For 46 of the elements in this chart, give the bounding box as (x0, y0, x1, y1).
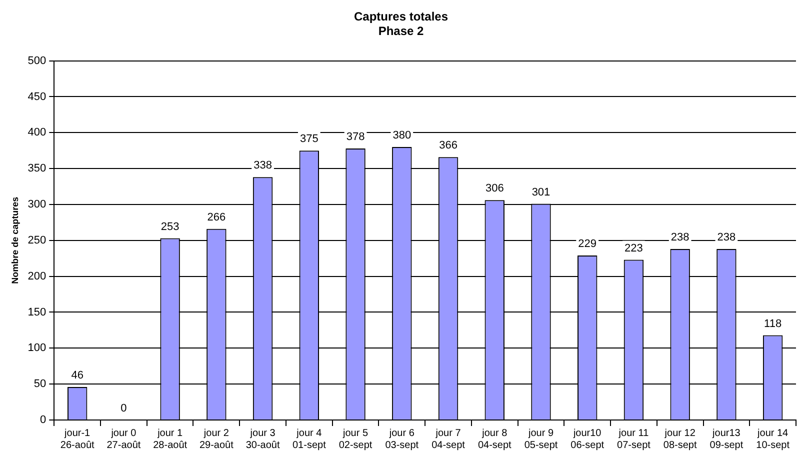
x-tick-label: jour 0 27-août (106, 428, 141, 451)
y-tick-label: 150 (28, 306, 46, 318)
data-label: 223 (624, 242, 643, 254)
data-label: 238 (670, 232, 690, 244)
x-tick-label: jour13 09-sept (710, 428, 744, 451)
chart-title: Captures totales (354, 10, 448, 24)
data-label: 238 (717, 232, 736, 244)
chart-subtitle: Phase 2 (378, 24, 424, 38)
y-tick-label: 250 (28, 234, 46, 246)
y-tick-label: 50 (34, 378, 46, 390)
y-tick-label: 500 (28, 54, 46, 67)
x-tick-label: jour-1 26-août (60, 428, 95, 451)
data-label: 378 (346, 130, 365, 143)
y-axis-title: Nombre de captures (10, 196, 20, 284)
y-tick-label: 0 (40, 414, 46, 426)
x-tick-label: jour 2 29-août (199, 428, 234, 451)
y-tick-label: 300 (28, 198, 46, 211)
y-tick-label: 200 (28, 270, 46, 282)
data-label: 338 (254, 160, 272, 172)
y-tick-label: 100 (28, 342, 46, 354)
x-tick-label: jour 9 05-sept (524, 428, 558, 451)
x-tick-label: jour 3 30-août (246, 428, 280, 451)
data-label: 229 (578, 238, 597, 250)
y-tick-label: 450 (28, 90, 46, 103)
x-tick-label: jour 5 02-sept (338, 428, 372, 451)
x-tick-label: jour10 06-sept (570, 428, 604, 451)
x-tick-label: jour 6 03-sept (385, 428, 419, 451)
y-tick-label: 350 (28, 162, 46, 175)
data-label: 301 (532, 186, 550, 198)
data-label: 380 (392, 130, 412, 142)
data-label: 118 (764, 318, 782, 330)
x-tick-label: jour 8 04-sept (478, 428, 512, 451)
x-tick-label: jour 14 10-sept (756, 428, 790, 451)
x-tick-label: jour 1 28-août (153, 428, 188, 451)
x-tick-label: jour 7 04-sept (432, 428, 466, 451)
x-tick-label: jour 12 08-sept (663, 428, 697, 451)
data-label: 266 (207, 211, 226, 224)
x-tick-label: jour 11 07-sept (617, 428, 651, 451)
y-tick-label: 400 (28, 126, 46, 139)
data-label: 375 (300, 133, 318, 146)
data-label: 0 (120, 402, 127, 415)
data-label: 366 (439, 140, 458, 152)
data-label: 306 (485, 182, 504, 195)
x-tick-label: jour 4 01-sept (292, 428, 326, 451)
data-label: 253 (160, 220, 180, 233)
data-label: 46 (71, 369, 84, 382)
